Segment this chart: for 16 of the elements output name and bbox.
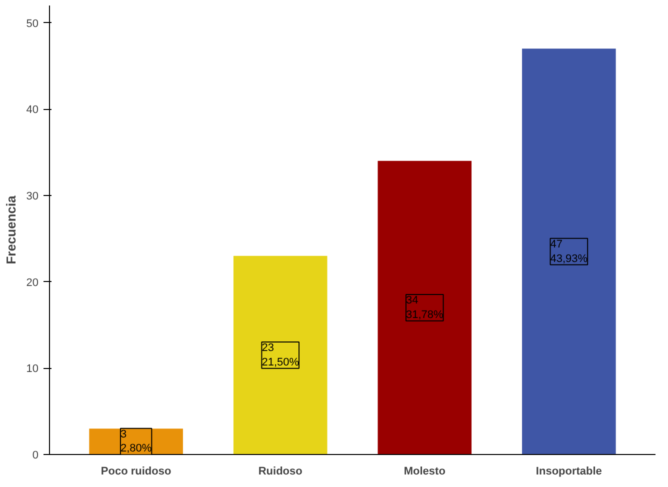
y-tick-label: 40: [26, 104, 39, 116]
y-tick-label: 50: [26, 18, 39, 30]
data-label: 23 21,50%: [262, 342, 300, 368]
bar: [233, 256, 328, 454]
bar: [378, 160, 472, 454]
y-tick-label: 10: [26, 363, 39, 376]
x-tick-label: Insoportable: [536, 466, 602, 478]
x-tick-label: Molesto: [404, 466, 446, 478]
y-tick-label: 30: [26, 190, 39, 202]
data-label: 34 31,78%: [406, 294, 444, 321]
x-tick-label: Poco ruidoso: [100, 466, 172, 478]
y-tick-label: 20: [26, 276, 39, 289]
y-tick-label: 0: [32, 450, 39, 462]
bar: [522, 48, 616, 454]
x-tick-label: Ruidoso: [258, 466, 303, 478]
y-axis-title: Frecuencia: [3, 194, 18, 264]
